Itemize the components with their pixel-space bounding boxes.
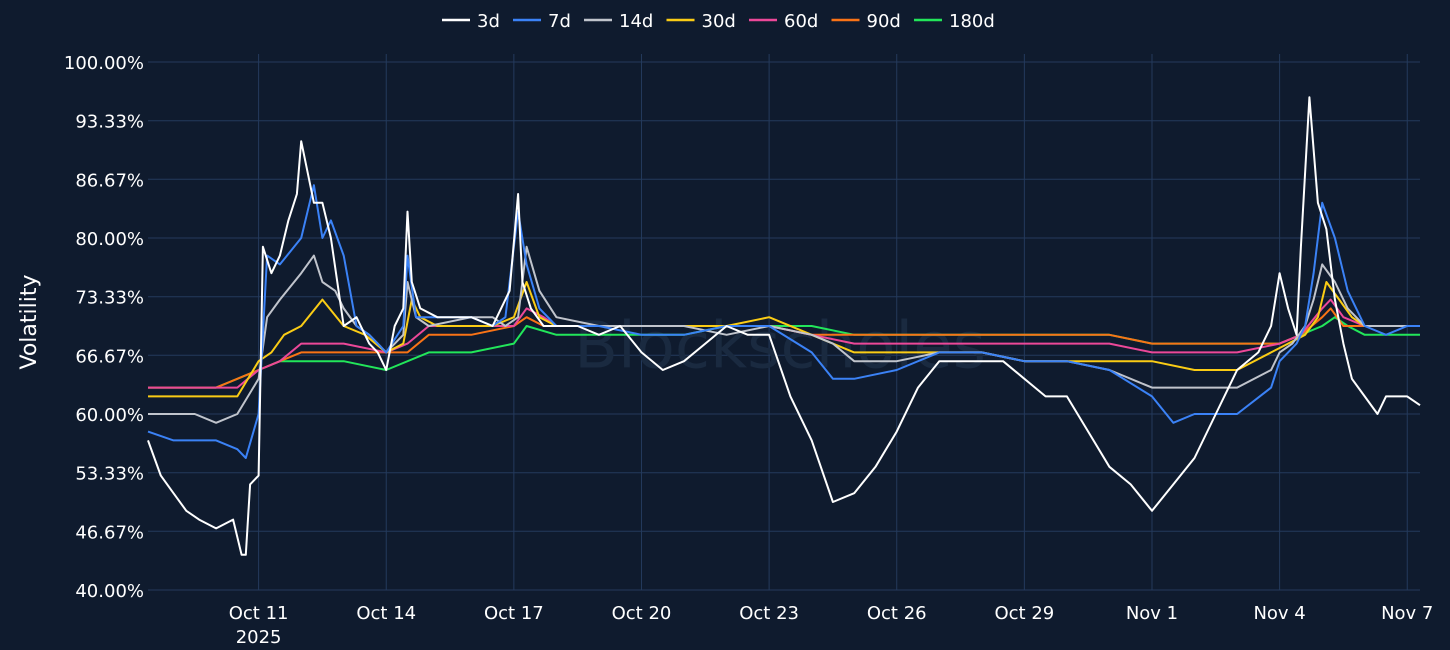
legend-label: 3d: [477, 11, 500, 32]
x-tick-label: Nov 1: [1126, 603, 1178, 624]
legend[interactable]: 3d 7d 14d 30d 60d 90d 180d: [442, 11, 995, 32]
y-tick-label: 60.00%: [75, 405, 144, 426]
y-tick-label: 93.33%: [75, 112, 144, 133]
legend-item-3d[interactable]: 3d: [442, 11, 500, 32]
y-tick-label: 46.67%: [75, 522, 144, 543]
y-tick-label: 53.33%: [75, 464, 144, 485]
legend-label: 90d: [867, 11, 901, 32]
y-tick-label: 66.67%: [75, 346, 144, 367]
legend-item-7d[interactable]: 7d: [513, 11, 571, 32]
x-tick-label: Oct 23: [739, 603, 799, 624]
series-line-14d: [148, 245, 1420, 424]
legend-label: 14d: [619, 11, 653, 32]
y-axis-title: Volatility: [17, 274, 42, 369]
y-tick-label: 40.00%: [75, 581, 144, 602]
legend-label: 180d: [949, 11, 995, 32]
y-tick-label: 73.33%: [75, 288, 144, 309]
legend-label: 7d: [548, 11, 571, 32]
x-axis-ticks: Oct 11 Oct 14 Oct 17 Oct 20 Oct 23 Oct 26 Oct …: [229, 603, 1434, 624]
x-tick-label: Nov 4: [1253, 603, 1305, 624]
x-tick-label: Oct 14: [356, 603, 416, 624]
series-lines: [147, 96, 1421, 556]
legend-label: 30d: [702, 11, 736, 32]
y-tick-label: 100.00%: [64, 53, 144, 74]
x-axis-year-label: 2025: [236, 627, 282, 648]
legend-label: 60d: [784, 11, 818, 32]
x-tick-label: Oct 11: [229, 603, 289, 624]
legend-item-30d[interactable]: 30d: [666, 11, 736, 32]
x-tick-label: Oct 20: [612, 603, 672, 624]
y-axis-ticks: 40.00% 46.67% 53.33% 60.00% 66.67% 73.33% 80.0…: [64, 53, 144, 602]
grid: [148, 54, 1420, 591]
legend-item-60d[interactable]: 60d: [749, 11, 818, 32]
x-tick-label: Oct 17: [484, 603, 544, 624]
legend-item-180d[interactable]: 180d: [914, 11, 995, 32]
y-tick-label: 86.67%: [75, 170, 144, 191]
x-tick-label: Nov 7: [1381, 603, 1433, 624]
series-line-3d: [147, 96, 1421, 556]
legend-item-90d[interactable]: 90d: [831, 11, 901, 32]
series-line-7d: [147, 184, 1420, 459]
legend-item-14d[interactable]: 14d: [584, 11, 653, 32]
x-tick-label: Oct 29: [994, 603, 1054, 624]
y-tick-label: 80.00%: [75, 229, 144, 250]
x-tick-label: Oct 26: [867, 603, 927, 624]
